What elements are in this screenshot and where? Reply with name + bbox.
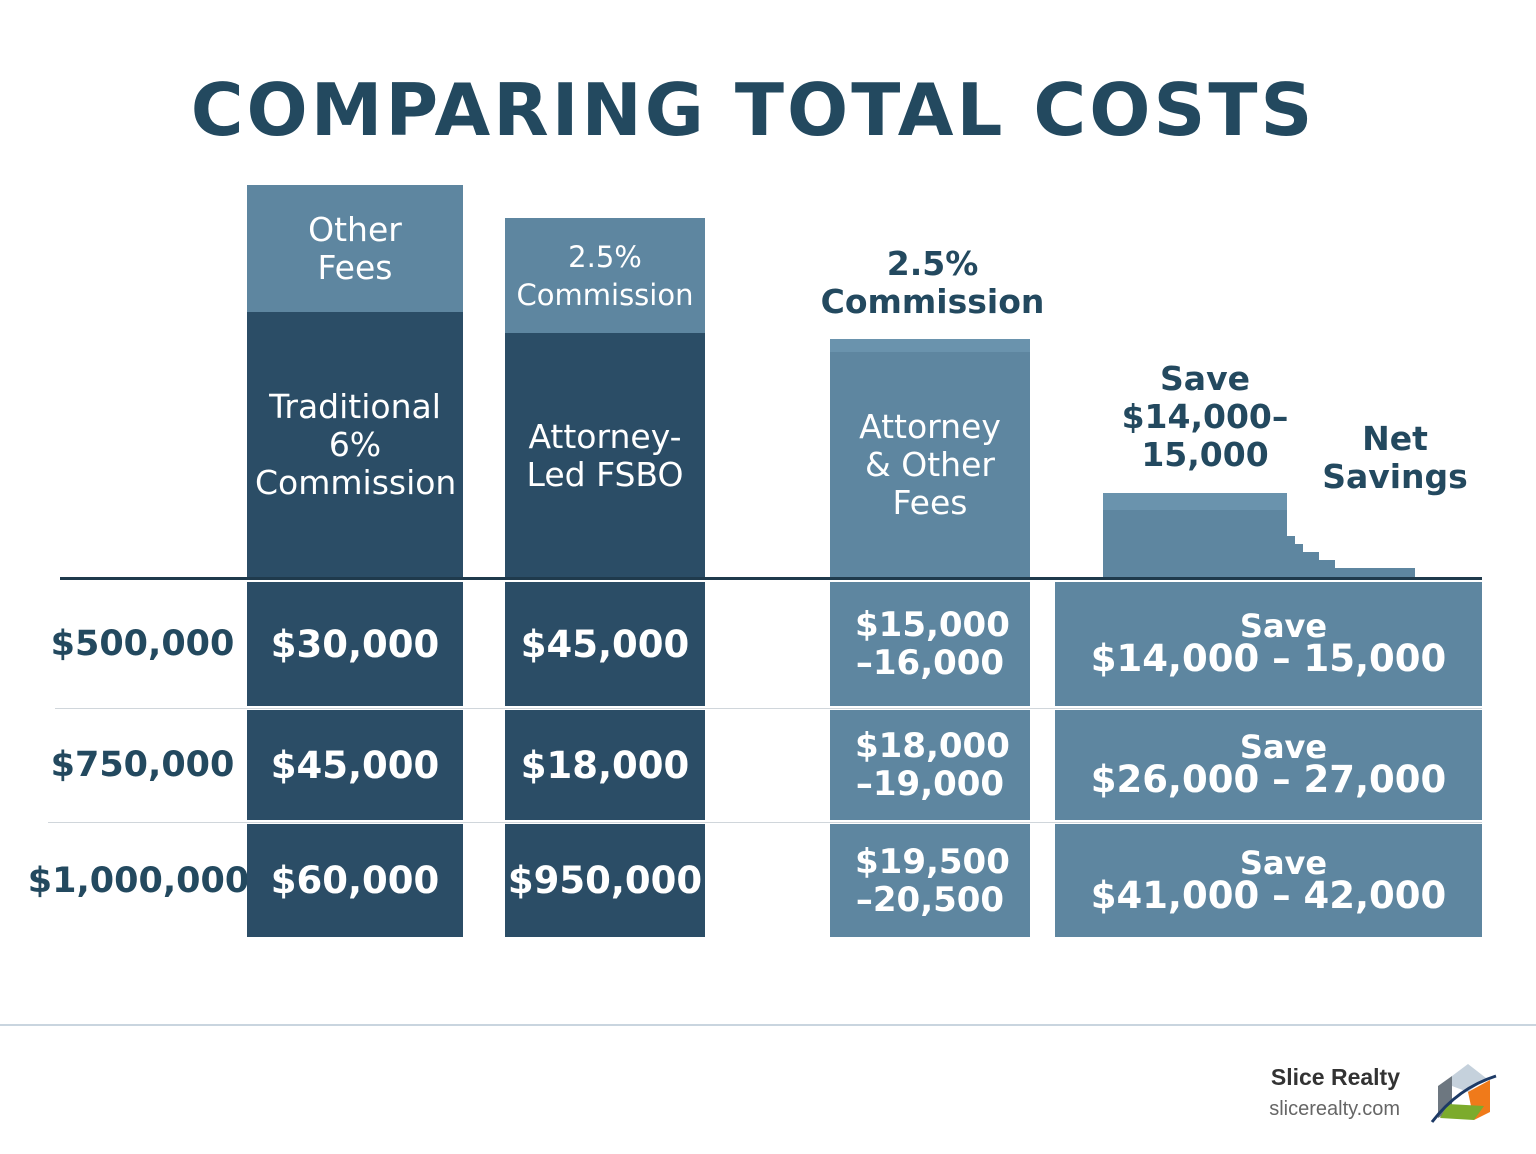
save-header: Save $14,000–15,000 [1121,359,1289,474]
savings-cell: Save $14,000 – 15,000 [1055,582,1482,706]
traditional-cost: $60,000 [247,824,463,937]
house-logo-icon [1430,1064,1497,1123]
attorney-fees-label: Attorney & Other Fees [859,407,1001,522]
row-divider [48,822,1482,823]
save-range: $14,000 – 15,000 [1090,637,1447,680]
traditional-cost: $30,000 [247,582,463,706]
fsbo-cost: $45,000 [505,582,705,706]
other-fees-label: Other Fees [308,209,402,287]
save-word: Save [1239,728,1328,766]
savings-step [1295,544,1303,578]
fsbo-label: Attorney-Led FSBO [526,416,684,494]
brand-url[interactable]: slicerealty.com [1269,1098,1400,1120]
savings-cell: Save $26,000 – 27,000 [1055,710,1482,820]
attorney-fees-cost: $19,500 –20,500 [830,824,1030,937]
other-fees-bar: Other Fees [247,185,463,312]
row-price: $1,000,000 [27,860,250,901]
baseline [60,577,1482,580]
traditional-label: Traditional 6% Commission [255,387,457,502]
savings-cell: Save $41,000 – 42,000 [1055,824,1482,937]
savings-bar [1103,510,1287,578]
save-range: $41,000 – 42,000 [1090,873,1447,917]
fsbo-cost: $18,000 [505,710,705,820]
fsbo-commission-label: 2.5% Commission [516,239,694,312]
attorney-fees-value: $19,500 –20,500 [855,841,1010,920]
footer-divider [0,1024,1536,1026]
row-price: $500,000 [50,624,235,664]
fsbo-commission-bar: 2.5% Commission [505,218,705,333]
savings-step [1319,560,1335,578]
attorney-fees-cost: $18,000 –19,000 [830,710,1030,820]
traditional-bar: Traditional 6% Commission [247,312,463,578]
page-title: COMPARING TOTAL COSTS [190,68,1316,152]
savings-step [1335,568,1415,578]
row-price: $750,000 [50,745,235,785]
attorney-fees-value: $15,000 –16,000 [855,605,1010,683]
save-range: $26,000 – 27,000 [1090,758,1447,801]
fsbo-cost: $950,000 [505,824,705,937]
traditional-cost: $45,000 [247,710,463,820]
column3-header: 2.5% Commission [820,244,1045,321]
net-savings-header: Net Savings [1322,419,1468,496]
column3-cap [830,339,1030,352]
fsbo-bar: Attorney-Led FSBO [505,333,705,578]
savings-step [1303,552,1319,578]
savings-step [1287,536,1295,578]
row-divider [55,708,1482,709]
attorney-fees-bar: Attorney & Other Fees [830,352,1030,578]
brand-name: Slice Realty [1270,1064,1400,1090]
attorney-fees-value: $18,000 –19,000 [855,726,1010,804]
savings-cap [1103,493,1287,510]
save-word: Save [1239,843,1328,882]
attorney-fees-cost: $15,000 –16,000 [830,582,1030,706]
save-word: Save [1239,607,1328,645]
